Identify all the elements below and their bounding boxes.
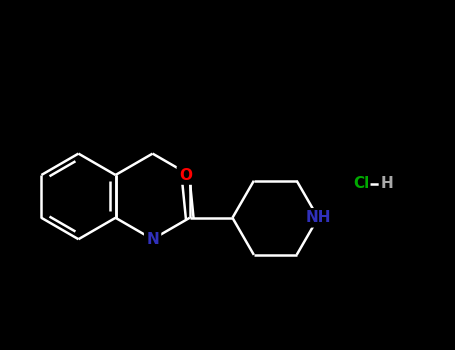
Text: H: H xyxy=(380,176,393,191)
Text: O: O xyxy=(179,168,192,182)
Text: N: N xyxy=(146,232,159,247)
Text: Cl: Cl xyxy=(353,176,369,191)
Text: NH: NH xyxy=(305,210,331,225)
